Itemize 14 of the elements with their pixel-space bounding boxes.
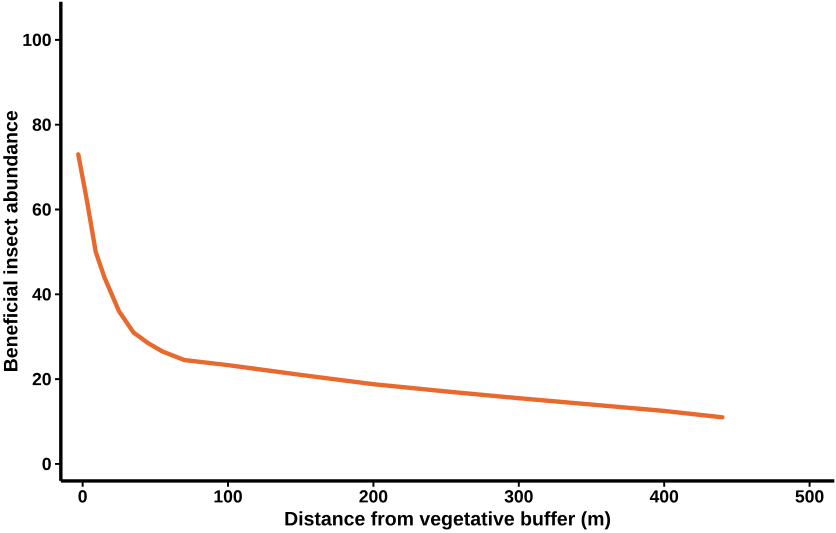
y-tick-label: 60 bbox=[32, 203, 51, 216]
y-tick-label: 20 bbox=[32, 373, 51, 386]
y-tick-label: 80 bbox=[32, 118, 51, 132]
y-tick-label: 100 bbox=[23, 34, 51, 46]
x-tick-label: 0 bbox=[78, 490, 87, 503]
x-tick-label: 400 bbox=[650, 490, 678, 503]
x-tick-label: 500 bbox=[795, 490, 824, 503]
x-tick-label: 100 bbox=[214, 490, 242, 503]
y-axis-title: Beneficial insect abundance bbox=[3, 111, 18, 372]
y-tick-label: 40 bbox=[32, 288, 51, 301]
x-axis-title: Distance from vegetative buffer (m) bbox=[285, 511, 610, 530]
x-tick-label: 300 bbox=[504, 490, 533, 503]
y-tick-label: 0 bbox=[42, 458, 51, 470]
x-tick-label: 200 bbox=[359, 490, 388, 503]
